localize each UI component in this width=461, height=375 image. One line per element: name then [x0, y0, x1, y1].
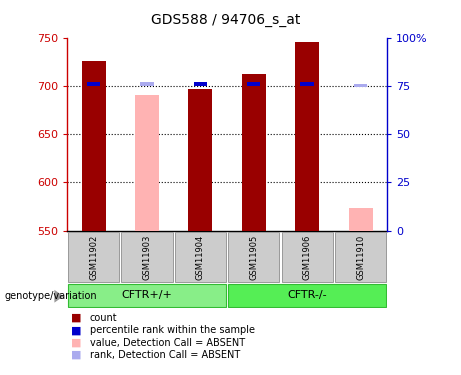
Bar — [228, 232, 279, 282]
Bar — [135, 96, 159, 231]
Bar — [354, 84, 367, 87]
Text: GDS588 / 94706_s_at: GDS588 / 94706_s_at — [151, 13, 301, 27]
Bar — [301, 82, 314, 86]
Bar — [68, 232, 119, 282]
Text: value, Detection Call = ABSENT: value, Detection Call = ABSENT — [90, 338, 245, 348]
Bar — [189, 88, 213, 231]
Text: ■: ■ — [71, 326, 82, 335]
Text: ■: ■ — [71, 350, 82, 360]
Bar — [140, 82, 154, 86]
Bar — [194, 82, 207, 86]
Text: GSM11903: GSM11903 — [142, 234, 152, 280]
Bar — [349, 209, 372, 231]
Text: count: count — [90, 313, 118, 323]
Text: GSM11905: GSM11905 — [249, 234, 258, 279]
Bar — [175, 232, 226, 282]
Bar — [68, 284, 226, 306]
Polygon shape — [54, 290, 64, 303]
Bar — [282, 232, 333, 282]
Bar — [295, 42, 319, 231]
Bar — [335, 232, 386, 282]
Text: GSM11902: GSM11902 — [89, 234, 98, 279]
Bar — [242, 74, 266, 231]
Bar — [121, 232, 172, 282]
Text: CFTR+/+: CFTR+/+ — [122, 290, 172, 300]
Text: percentile rank within the sample: percentile rank within the sample — [90, 326, 255, 335]
Text: GSM11906: GSM11906 — [302, 234, 312, 280]
Text: ■: ■ — [71, 313, 82, 323]
Text: genotype/variation: genotype/variation — [5, 291, 97, 301]
Text: rank, Detection Call = ABSENT: rank, Detection Call = ABSENT — [90, 350, 240, 360]
Text: GSM11910: GSM11910 — [356, 234, 365, 279]
Bar — [247, 82, 260, 86]
Bar — [228, 284, 386, 306]
Bar — [87, 82, 100, 86]
Text: GSM11904: GSM11904 — [196, 234, 205, 279]
Text: CFTR-/-: CFTR-/- — [287, 290, 327, 300]
Bar — [82, 61, 106, 231]
Text: ■: ■ — [71, 338, 82, 348]
